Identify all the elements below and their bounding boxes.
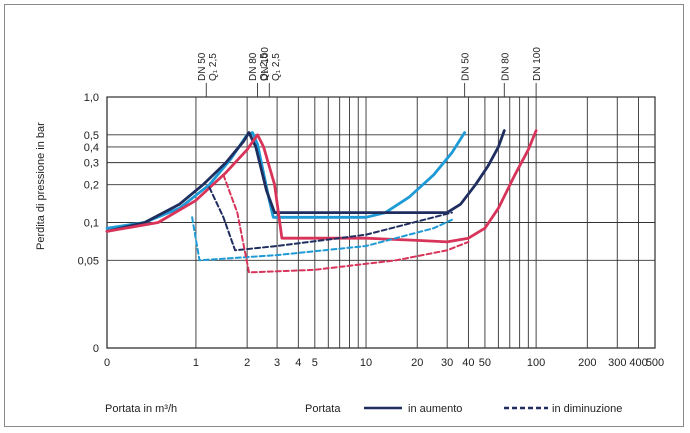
x-tick-label: 2: [244, 357, 250, 369]
series-line-decreasing: [222, 173, 470, 274]
x-tick-label: 300: [608, 357, 626, 369]
y-tick-label: 0,2: [84, 180, 99, 192]
y-tick-label: 1,0: [84, 92, 99, 104]
legend: Portata in aumento in diminuzione: [305, 403, 622, 415]
marker-label: Q₁ 2,5: [259, 53, 270, 81]
x-tick-label: 0: [104, 357, 110, 369]
x-tick-label: 4: [295, 357, 301, 369]
legend-prefix: Portata: [305, 403, 341, 415]
y-tick-label: 0,1: [84, 218, 99, 230]
grid: [106, 96, 656, 349]
x-tick-label: 400: [629, 357, 647, 369]
marker-label: DN 80: [248, 52, 259, 81]
series-line-increasing: [105, 129, 538, 244]
x-tick-label: 3: [274, 357, 280, 369]
y-tick-label: 0,3: [84, 158, 99, 170]
x-tick-label: 1: [193, 357, 199, 369]
y-tick-label: 0,05: [78, 255, 99, 267]
marker-label: Q₁ 2,5: [208, 53, 219, 81]
series-line-decreasing: [191, 216, 453, 262]
marker-label: DN 80: [500, 52, 511, 81]
legend-decreasing-label: in diminuzione: [552, 403, 622, 415]
marker-label: DN 50: [197, 52, 208, 81]
x-tick-label: 20: [411, 357, 423, 369]
y-tick-label: 0,4: [84, 142, 99, 154]
series-line-increasing: [105, 129, 506, 233]
top-markers: DN 50 Q₁ 2,5 DN 80 Q₁ 2,5DN 100 Q₁ 2,5 DN 50 D…: [197, 47, 543, 97]
marker-label: DN 50: [461, 52, 472, 81]
x-axis-label: Portata in m³/h: [105, 403, 177, 415]
x-tick-label: 50: [479, 357, 491, 369]
y-axis-label: Perdita di pressione in bar: [35, 122, 47, 250]
x-tick-label: 40: [462, 357, 474, 369]
series-group: [105, 129, 538, 274]
x-tick-label: 200: [578, 357, 596, 369]
x-tick-label: 10: [360, 357, 372, 369]
x-tick-label: 30: [441, 357, 453, 369]
series-line-decreasing: [208, 186, 453, 252]
legend-increasing-label: in aumento: [408, 403, 462, 415]
marker-label: DN 100: [532, 47, 543, 81]
x-tick-label: 100: [527, 357, 545, 369]
y-tick-labels: 0 0,05 0,1 0,2 0,3 0,40,5 1,0: [78, 92, 99, 355]
marker-label: DN 100: [260, 47, 271, 81]
y-tick-label: 0,5: [84, 130, 99, 142]
chart-frame: [4, 4, 684, 427]
y-tick-label: 0: [93, 343, 99, 355]
marker-label: Q₁ 2,5: [271, 53, 282, 81]
x-tick-label: 500: [646, 357, 664, 369]
x-tick-label: 5: [312, 357, 318, 369]
